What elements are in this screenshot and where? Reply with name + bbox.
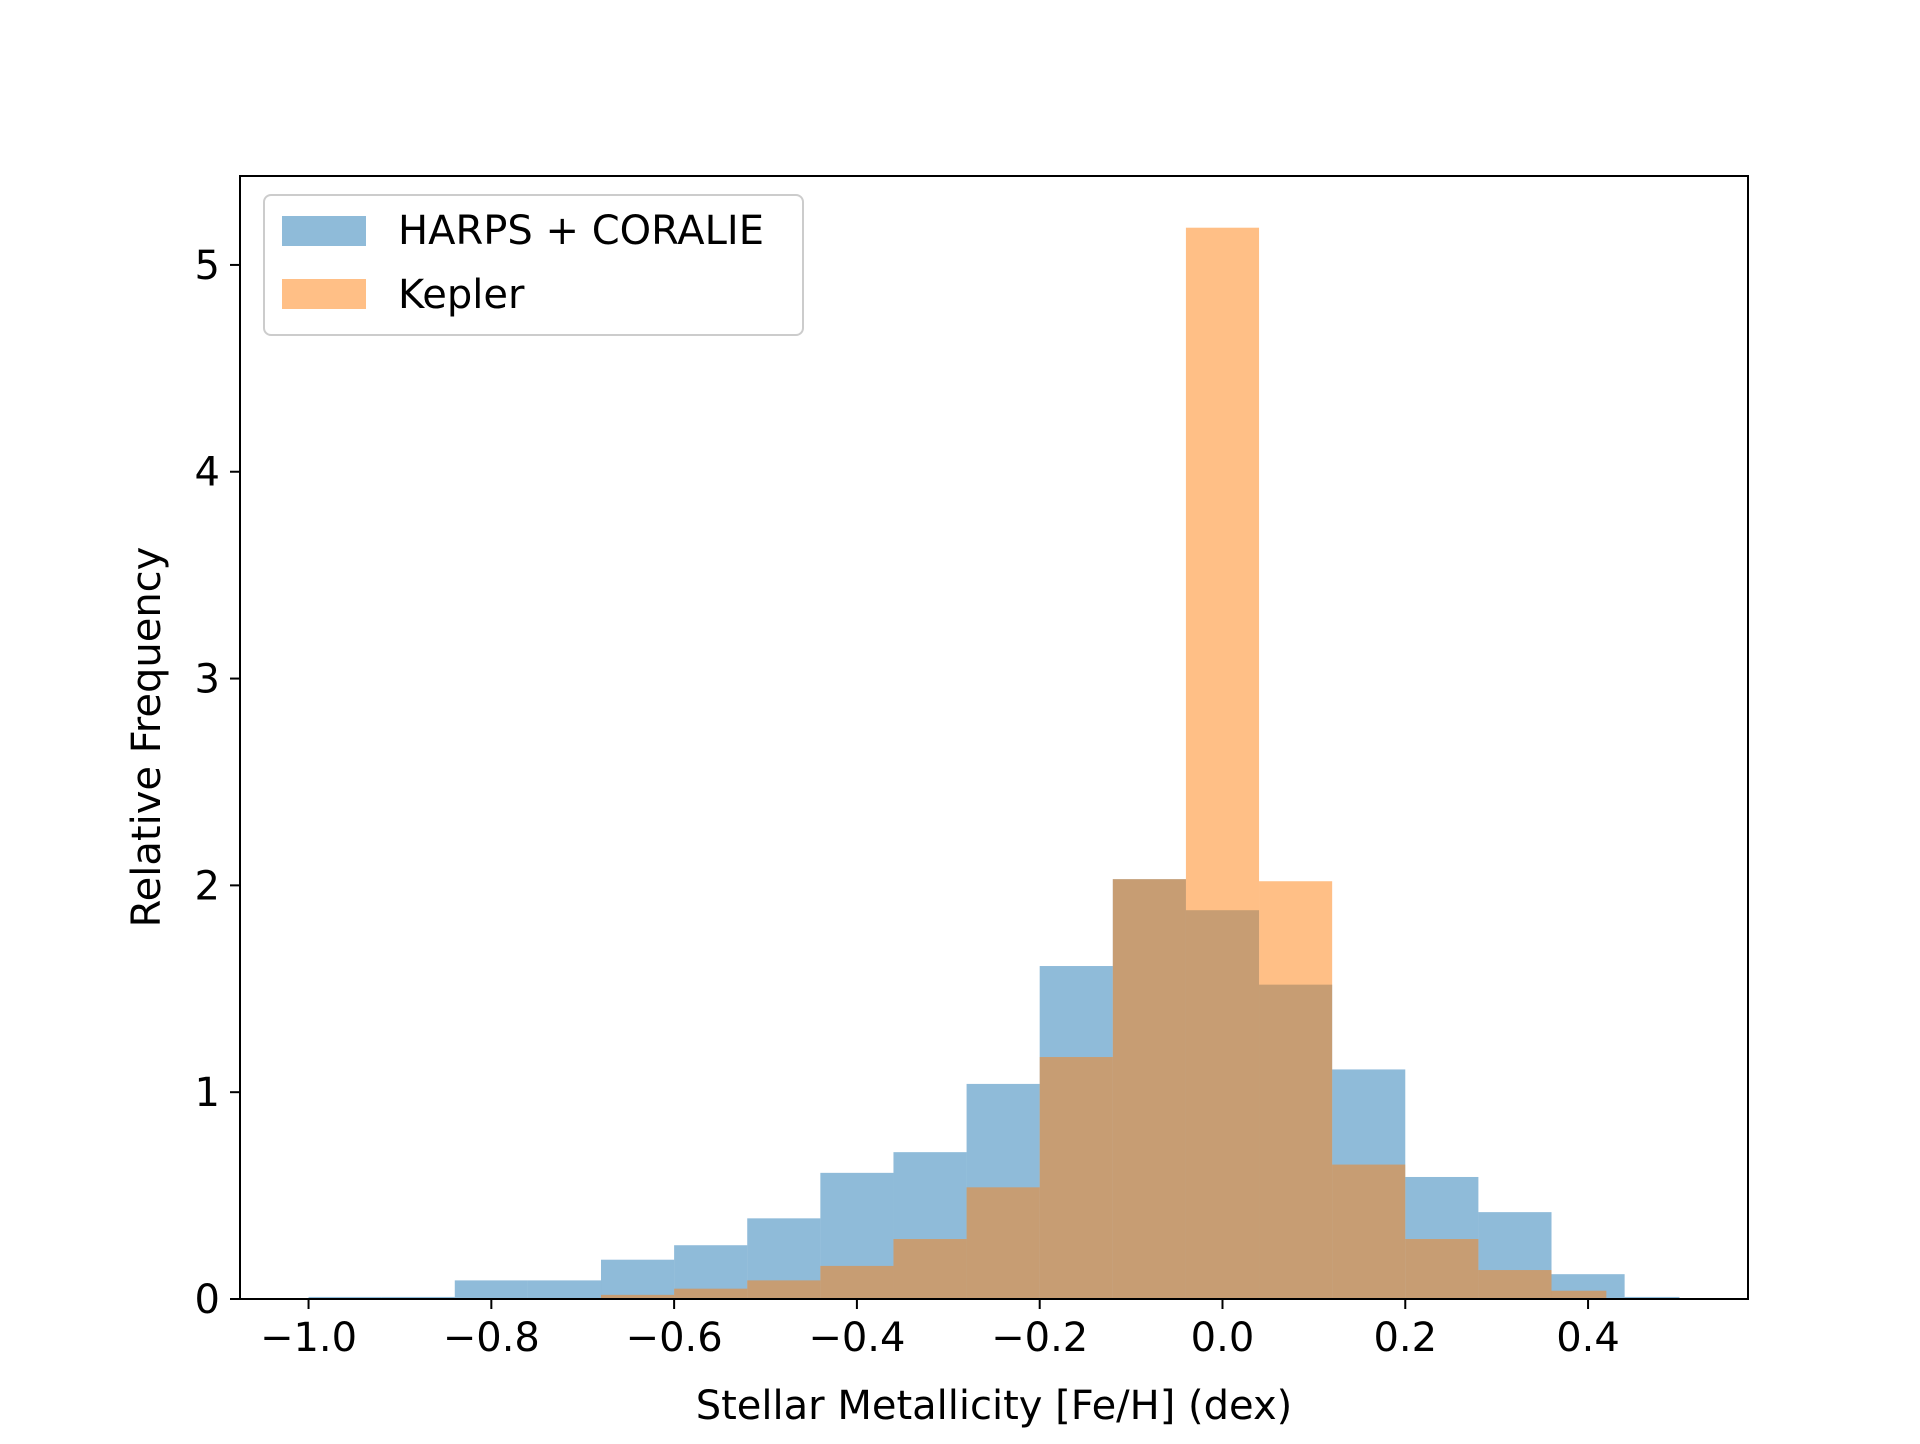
x-tick-label: −0.4 bbox=[808, 1315, 905, 1361]
x-tick-label: −1.0 bbox=[260, 1315, 357, 1361]
y-axis-ticks: 0 1 2 3 4 5 bbox=[195, 243, 240, 1323]
bar-kepler-13 bbox=[1551, 1290, 1607, 1299]
bar-kepler-0 bbox=[601, 1294, 675, 1299]
bar-kepler-5 bbox=[966, 1187, 1040, 1299]
x-axis-label: Stellar Metallicity [Fe/H] (dex) bbox=[696, 1383, 1293, 1429]
bar-kepler-10 bbox=[1332, 1164, 1406, 1299]
bar-kepler-7 bbox=[1112, 879, 1186, 1299]
bar-harps-coralie-3 bbox=[527, 1280, 602, 1299]
x-tick-label: 0.2 bbox=[1373, 1315, 1437, 1361]
bar-harps-coralie-1 bbox=[381, 1296, 455, 1299]
y-tick-label: 3 bbox=[195, 657, 220, 703]
bar-kepler-1 bbox=[674, 1288, 748, 1299]
bar-kepler-8 bbox=[1185, 227, 1260, 1300]
legend-swatch-harps-coralie bbox=[282, 216, 366, 246]
y-axis-label: Relative Frequency bbox=[124, 547, 170, 928]
bar-kepler-4 bbox=[893, 1239, 967, 1299]
bar-kepler-12 bbox=[1478, 1270, 1552, 1299]
bar-harps-coralie-2 bbox=[454, 1280, 528, 1299]
bar-harps-coralie-0 bbox=[308, 1296, 382, 1299]
legend-swatch-kepler bbox=[282, 279, 366, 309]
y-tick-label: 2 bbox=[195, 863, 220, 909]
bar-kepler-2 bbox=[747, 1280, 821, 1299]
bars-layer bbox=[308, 227, 1680, 1300]
legend: HARPS + CORALIE Kepler bbox=[263, 194, 804, 336]
y-tick-label: 5 bbox=[195, 243, 220, 289]
plot-frame bbox=[239, 175, 1749, 1300]
bar-kepler-11 bbox=[1405, 1239, 1479, 1299]
x-tick-label: −0.2 bbox=[991, 1315, 1088, 1361]
legend-frame bbox=[263, 194, 804, 336]
bar-kepler-9 bbox=[1259, 881, 1333, 1299]
x-tick-label: −0.8 bbox=[443, 1315, 540, 1361]
y-tick-label: 1 bbox=[195, 1070, 220, 1116]
x-axis-ticks: −1.0 −0.8 −0.6 −0.4 −0.2 0.0 0.2 0.4 bbox=[260, 1299, 1620, 1361]
bar-kepler-3 bbox=[820, 1265, 894, 1299]
bar-harps-coralie-4 bbox=[601, 1259, 675, 1299]
y-tick-label: 0 bbox=[195, 1277, 220, 1323]
bar-kepler-6 bbox=[1039, 1057, 1113, 1299]
bar-harps-coralie-18 bbox=[1624, 1296, 1680, 1299]
x-tick-label: 0.0 bbox=[1191, 1315, 1255, 1361]
legend-label-harps-coralie: HARPS + CORALIE bbox=[398, 208, 764, 254]
legend-label-kepler: Kepler bbox=[398, 272, 525, 318]
x-tick-label: 0.4 bbox=[1556, 1315, 1620, 1361]
x-tick-label: −0.6 bbox=[626, 1315, 723, 1361]
y-tick-label: 4 bbox=[195, 450, 220, 496]
